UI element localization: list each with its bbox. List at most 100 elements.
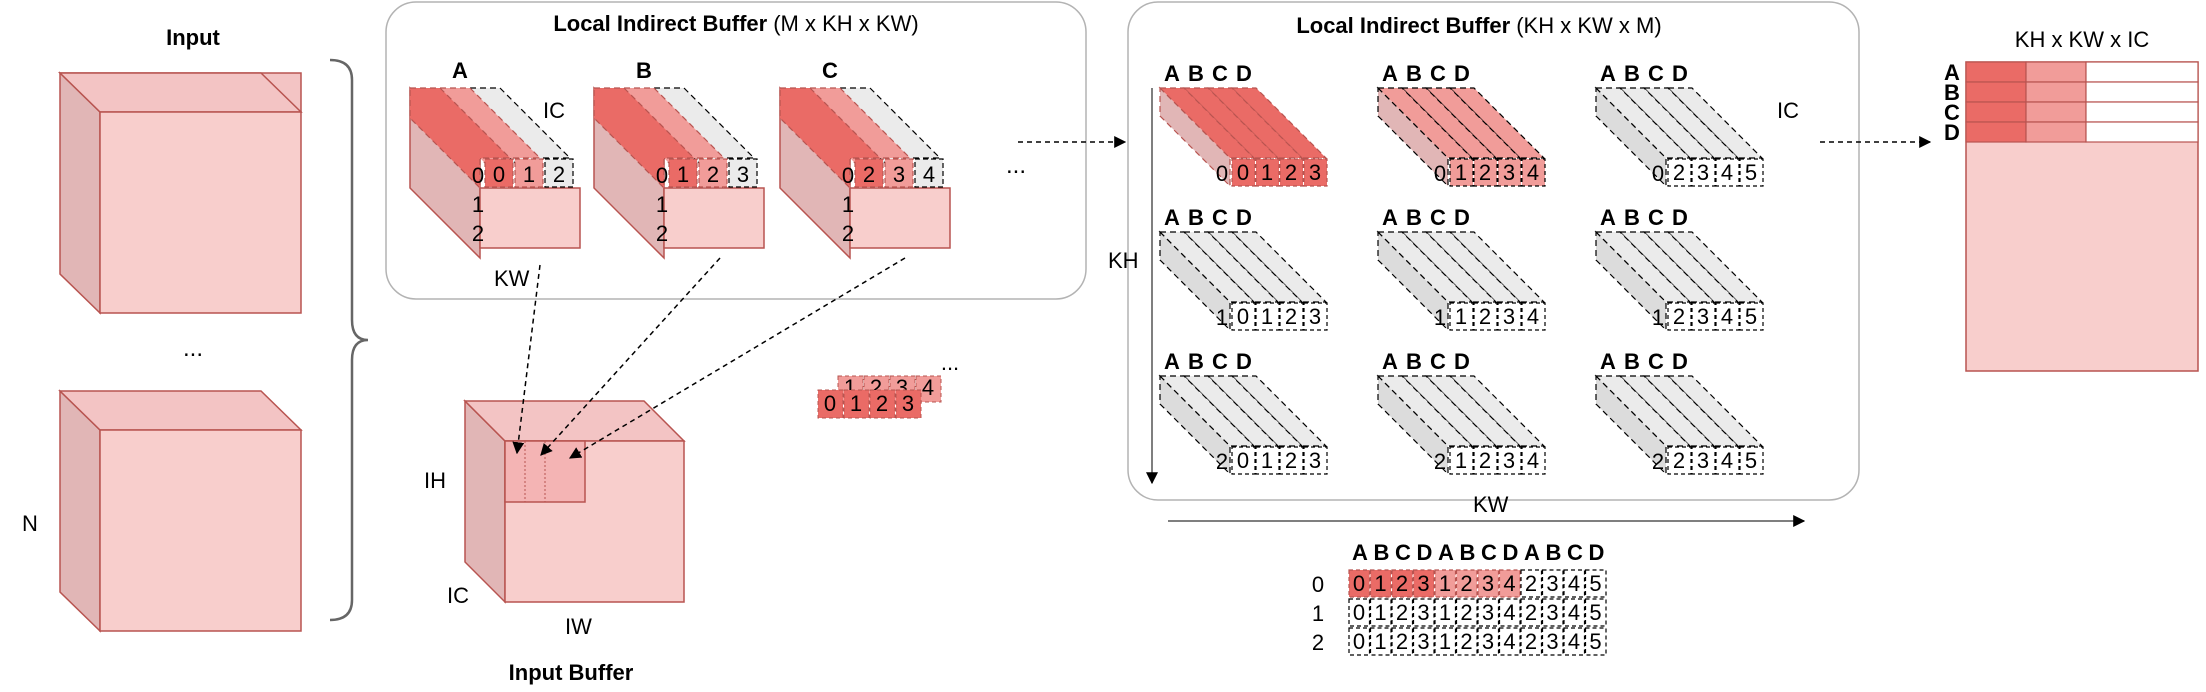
flat-table-header: A (1352, 540, 1368, 565)
lib2-cell (1715, 302, 1740, 331)
lib2-cell-value: 4 (1527, 448, 1539, 473)
lib2-cell (1303, 158, 1328, 187)
flat-table-cell (1498, 569, 1521, 598)
lib1-cell (514, 158, 544, 188)
lib2-cell (1449, 446, 1474, 475)
lib1-cell (854, 158, 884, 188)
lib2-letter: B (1624, 61, 1640, 86)
result-row-label: D (1944, 120, 1960, 145)
flat-table-cell-value: 3 (1482, 629, 1494, 654)
input-buffer-cube (463, 399, 686, 604)
flat-table-cell-value: 0 (1353, 629, 1365, 654)
lib2-cell (1449, 158, 1474, 187)
flat-table-cell (1541, 569, 1564, 598)
flat-table-cell-value: 4 (1503, 629, 1515, 654)
flat-table-cell-value: 5 (1589, 629, 1601, 654)
flat-table-cell (1348, 627, 1371, 656)
lib2-cell (1497, 302, 1522, 331)
lib1-cell-value: 4 (923, 162, 935, 187)
lib1-block-letter: C (822, 58, 838, 83)
lib2-letter: C (1648, 61, 1664, 86)
lib2-letter: D (1672, 205, 1688, 230)
lib1-cell-value: 3 (893, 162, 905, 187)
lib2-cell-value: 3 (1503, 448, 1515, 473)
lib2-letter: A (1164, 61, 1180, 86)
lib2-letter: B (1406, 205, 1422, 230)
lib2-row-label: 0 (1652, 161, 1664, 186)
lib2-cell-value: 2 (1285, 448, 1297, 473)
mini-ellipsis: ... (941, 350, 959, 375)
flat-table-cell (1348, 569, 1371, 598)
flat-table-cell (1520, 569, 1543, 598)
flat-table-cell-value: 3 (1417, 571, 1429, 596)
flat-table-cell-value: 4 (1568, 571, 1580, 596)
mini-front-value: 2 (876, 391, 888, 416)
n-label: N (22, 511, 38, 536)
result-cell (2025, 121, 2087, 143)
lib2-letter: B (1188, 205, 1204, 230)
lib1-block-letter: A (452, 58, 468, 83)
mini-front-cell (843, 389, 870, 419)
flat-table-header: B (1374, 540, 1390, 565)
flat-table-cell-value: 2 (1396, 571, 1408, 596)
lib1-title: Local Indirect Buffer (M x KH x KW) (553, 11, 918, 36)
lib2-letter: B (1406, 61, 1422, 86)
flat-table-cell (1434, 598, 1457, 627)
mini-front-value: 3 (902, 391, 914, 416)
lib2-row-label: 1 (1434, 305, 1446, 330)
result-cell (2085, 101, 2199, 123)
lib2-cell-value: 5 (1745, 304, 1757, 329)
lib2-cell (1667, 302, 1692, 331)
lib2-letter: D (1454, 205, 1470, 230)
result-cell (2025, 101, 2087, 123)
grouping-brace (329, 58, 369, 622)
lib2-cell (1231, 302, 1256, 331)
lib2-cell (1279, 302, 1304, 331)
result-cell (1965, 61, 2027, 83)
lib2-cell-value: 4 (1721, 448, 1733, 473)
input-buffer-iw: IW (565, 614, 592, 639)
flat-table-cell (1391, 627, 1414, 656)
flat-table-cell-value: 2 (1525, 571, 1537, 596)
lib1-row-label: 2 (656, 221, 668, 246)
flat-table-cell (1498, 598, 1521, 627)
flat-table-cell (1477, 598, 1500, 627)
lib1-cell (544, 158, 574, 188)
flat-table-cell (1434, 569, 1457, 598)
lib2-cell-value: 2 (1285, 160, 1297, 185)
lib1-cell (884, 158, 914, 188)
lib2-letter: A (1382, 61, 1398, 86)
kh-axis-label: KH (1108, 248, 1139, 273)
lib1-row-label: 2 (842, 221, 854, 246)
lib2-ic-label: IC (1777, 98, 1799, 123)
lib2-cell (1521, 302, 1546, 331)
lib2-letter: C (1212, 349, 1228, 374)
lib2-letter: B (1406, 349, 1422, 374)
flat-table-header: B (1546, 540, 1562, 565)
flat-table-cell-value: 2 (1396, 600, 1408, 625)
lib1-row-label: 1 (656, 192, 668, 217)
lib2-cell (1255, 302, 1280, 331)
flat-table-cell-value: 1 (1439, 571, 1451, 596)
lib2-letter: A (1600, 61, 1616, 86)
lib2-row-label: 2 (1434, 449, 1446, 474)
flat-table-cell (1369, 627, 1392, 656)
lib1-cell (698, 158, 728, 188)
lib2-cell-value: 5 (1745, 448, 1757, 473)
lib2-row-label: 1 (1652, 305, 1664, 330)
lib2-letter: B (1624, 349, 1640, 374)
lib1-cell-value: 2 (863, 162, 875, 187)
flat-table-header: D (1503, 540, 1519, 565)
flat-table-cell (1412, 627, 1435, 656)
flat-table-cell-value: 3 (1417, 629, 1429, 654)
flat-table-cell-value: 5 (1589, 571, 1601, 596)
lib2-cell-value: 1 (1455, 160, 1467, 185)
lib2-cell-value: 3 (1309, 304, 1321, 329)
flat-table-header: C (1567, 540, 1583, 565)
flat-table-cell (1412, 598, 1435, 627)
lib1-cell-value: 2 (553, 162, 565, 187)
lib2-cell (1521, 158, 1546, 187)
flat-table-cell-value: 0 (1353, 571, 1365, 596)
